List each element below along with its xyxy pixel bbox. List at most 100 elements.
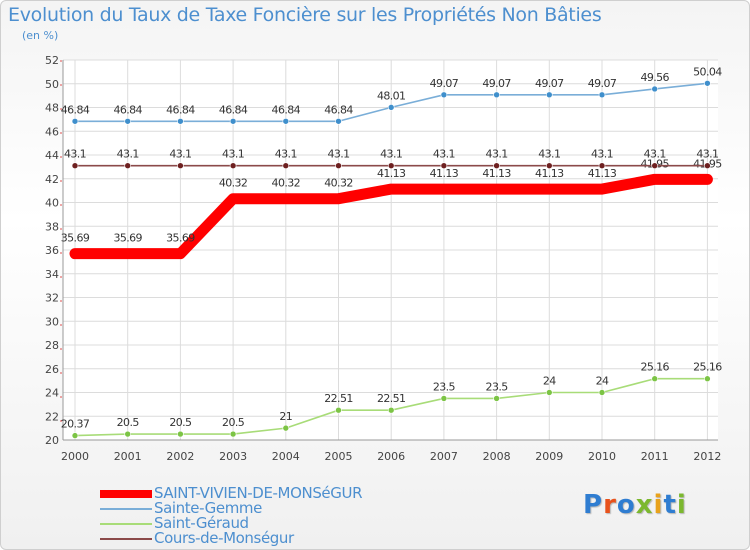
data-label: 49.07 (430, 77, 459, 90)
x-tick-label: 2011 (641, 450, 669, 463)
data-point (124, 117, 131, 125)
data-label: 21 (279, 410, 292, 423)
x-tick-label: 2000 (61, 450, 89, 463)
data-point (282, 424, 290, 432)
data-point (387, 406, 395, 414)
data-label: 20.5 (222, 416, 245, 429)
data-label: 46.84 (219, 103, 248, 116)
y-tick-label: 26 (45, 363, 59, 376)
data-label: 43.1 (644, 148, 666, 161)
data-point (71, 432, 79, 439)
data-point (229, 430, 237, 438)
y-tick-label: 24 (45, 387, 59, 400)
data-label: 35.69 (166, 232, 195, 245)
data-point (651, 375, 659, 383)
data-point (282, 162, 290, 169)
data-label: 49.07 (535, 77, 564, 90)
data-label: 43.1 (486, 148, 508, 161)
data-label: 22.51 (324, 392, 353, 405)
data-label: 24 (543, 375, 556, 388)
data-label: 35.69 (61, 232, 90, 245)
data-label: 49.07 (588, 77, 617, 90)
data-label: 23.5 (433, 380, 456, 393)
data-point (229, 117, 237, 125)
data-point (440, 395, 448, 402)
legend-swatch (100, 490, 152, 498)
data-label: 46.84 (61, 103, 90, 116)
chart-subtitle: (en %) (22, 29, 59, 42)
data-label: 43.1 (117, 148, 139, 161)
legend-label: Sainte-Gemme (154, 499, 262, 517)
data-label: 46.84 (113, 103, 142, 116)
data-label: 43.1 (380, 148, 402, 161)
x-tick-label: 2009 (535, 450, 563, 463)
data-label: 46.84 (166, 103, 195, 116)
data-point (704, 79, 711, 87)
data-label: 48.01 (377, 89, 406, 102)
data-point (493, 395, 500, 402)
x-tick-label: 2006 (377, 450, 405, 463)
data-point (651, 162, 659, 169)
data-point (598, 162, 606, 169)
data-label: 40.32 (219, 177, 248, 190)
data-point (387, 162, 395, 169)
y-tick-label: 28 (45, 339, 59, 352)
data-point (177, 430, 184, 438)
legend-label: SAINT-VIVIEN-DE-MONSéGUR (154, 484, 363, 502)
data-label: 43.1 (222, 148, 244, 161)
y-tick-label: 46 (45, 125, 59, 138)
data-point (282, 117, 290, 125)
data-point (124, 162, 131, 169)
data-label: 20.37 (61, 418, 90, 431)
x-tick-label: 2007 (430, 450, 458, 463)
y-tick-label: 40 (45, 197, 59, 210)
data-point (229, 162, 237, 169)
data-point (545, 91, 553, 99)
x-tick-label: 2003 (219, 450, 247, 463)
data-label: 43.1 (64, 148, 86, 161)
y-tick-label: 50 (45, 78, 59, 91)
legend-swatch (100, 523, 152, 525)
data-point (124, 430, 131, 438)
data-label: 22.51 (377, 392, 406, 405)
data-label: 46.84 (324, 103, 353, 116)
data-label: 24 (596, 375, 609, 388)
data-label: 35.69 (113, 232, 142, 245)
y-tick-label: 38 (45, 220, 59, 233)
data-label: 43.1 (169, 148, 191, 161)
data-label: 41.13 (588, 167, 617, 180)
legend-label: Saint-Géraud (154, 514, 249, 532)
data-point (335, 162, 342, 169)
data-label: 43.1 (591, 148, 613, 161)
data-label: 41.13 (535, 167, 564, 180)
data-point (177, 162, 184, 169)
data-point (177, 117, 184, 125)
series-line-0 (69, 173, 713, 260)
data-point (598, 91, 606, 99)
y-tick-label: 20 (45, 434, 59, 447)
data-label: 23.5 (486, 380, 509, 393)
data-label: 49.07 (482, 77, 511, 90)
y-tick-label: 48 (45, 102, 59, 115)
data-label: 50.04 (693, 65, 722, 78)
y-tick-label: 44 (45, 149, 59, 162)
chart-title: Evolution du Taux de Taxe Foncière sur l… (8, 4, 602, 26)
data-label: 41.13 (377, 167, 406, 180)
data-label: 43.1 (538, 148, 560, 161)
data-label: 43.1 (275, 148, 297, 161)
data-point (335, 406, 342, 414)
data-label: 46.84 (272, 103, 301, 116)
x-tick-label: 2012 (693, 450, 721, 463)
x-tick-label: 2005 (325, 450, 353, 463)
data-label: 40.32 (324, 177, 353, 190)
data-label: 43.1 (433, 148, 455, 161)
y-tick-label: 42 (45, 173, 59, 186)
x-tick-label: 2010 (588, 450, 616, 463)
data-point (651, 85, 659, 93)
data-label: 20.5 (169, 416, 192, 429)
data-label: 41.13 (482, 167, 511, 180)
y-tick-label: 34 (45, 268, 59, 281)
data-label: 25.16 (640, 361, 669, 374)
y-tick-label: 22 (45, 410, 59, 423)
